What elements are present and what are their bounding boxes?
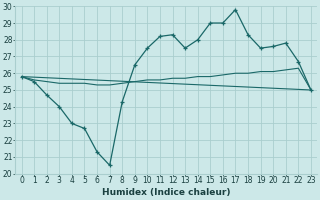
X-axis label: Humidex (Indice chaleur): Humidex (Indice chaleur): [102, 188, 230, 197]
